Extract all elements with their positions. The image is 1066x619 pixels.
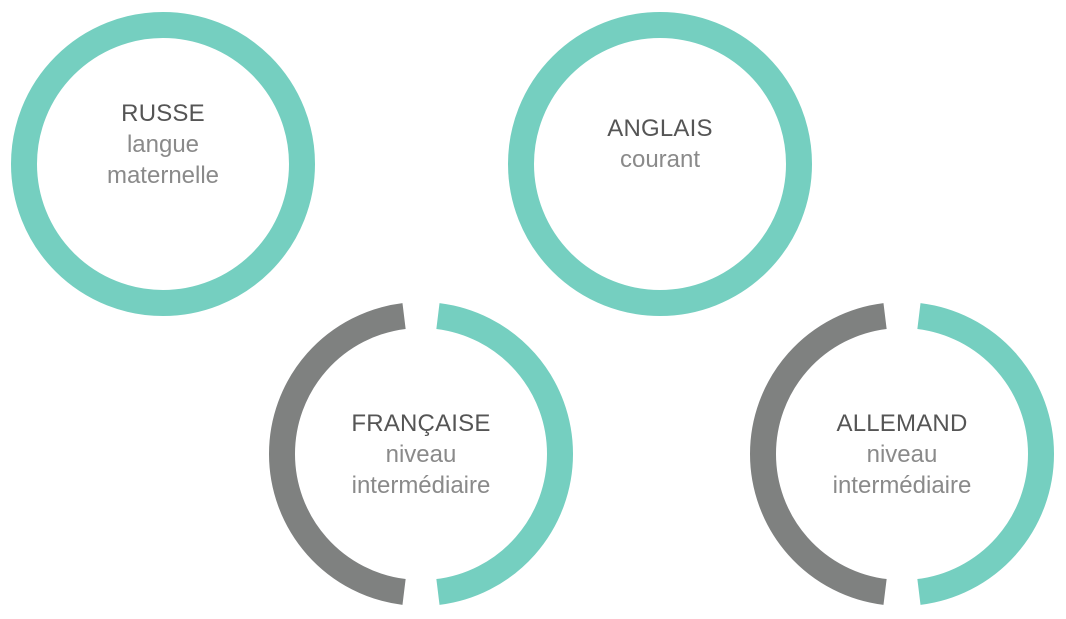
language-name: FRANÇAISE [351,409,491,437]
language-label: RUSSE langue maternelle [11,12,315,316]
language-level: niveau intermédiaire [351,440,491,499]
language-level: courant [619,146,701,173]
proficiency-ring [269,303,573,605]
language-ring-francaise: FRANÇAISE niveau intermédiaire [269,302,573,606]
proficiency-ring [11,12,315,316]
proficiency-arc [436,303,573,605]
language-name: RUSSE [121,99,205,127]
remaining-arc [750,303,887,605]
remaining-arc [269,303,406,605]
language-name: ALLEMAND [836,409,968,437]
proficiency-ring [508,12,812,316]
language-label: ANGLAIS courant [508,12,812,316]
proficiency-ring [750,303,1054,605]
proficiency-arc [11,12,315,316]
language-ring-russe: RUSSE langue maternelle [11,12,315,316]
language-level: langue maternelle [106,130,220,189]
proficiency-arc [917,303,1054,605]
language-ring-anglais: ANGLAIS courant [508,12,812,316]
language-ring-allemand: ALLEMAND niveau intermédiaire [750,302,1054,606]
proficiency-arc [508,12,812,316]
language-label: ALLEMAND niveau intermédiaire [750,302,1054,606]
language-level: niveau intermédiaire [832,440,972,499]
language-name: ANGLAIS [607,115,713,142]
language-label: FRANÇAISE niveau intermédiaire [269,302,573,606]
